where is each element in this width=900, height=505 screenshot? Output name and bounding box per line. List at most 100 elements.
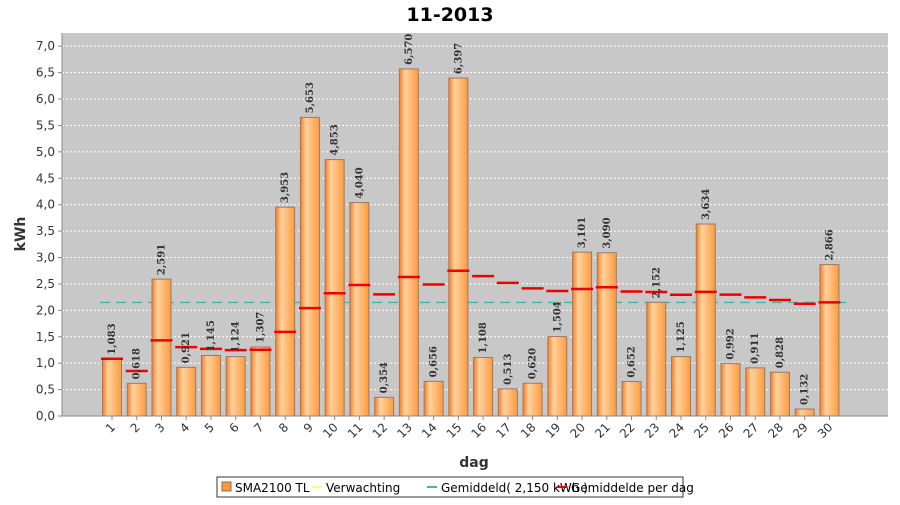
bar-label: 1,504 [552, 301, 563, 332]
bar-label: 0,992 [726, 328, 737, 359]
legend-box [216, 476, 684, 498]
y-axis-label: kWh [13, 217, 29, 252]
x-tick-label: 3 [152, 420, 167, 435]
bar-label: 1,145 [206, 320, 217, 351]
y-tick-label: 3,0 [36, 251, 55, 265]
x-tick-label: 8 [276, 420, 291, 435]
x-tick-label: 25 [691, 420, 712, 441]
x-tick-label: 1 [103, 420, 118, 435]
bar-day-30 [819, 264, 840, 417]
grid [62, 45, 888, 391]
legend: SMA2100 TL Verwachting Gemiddeld( 2,150 … [216, 476, 694, 498]
y-tick-label: 2,0 [36, 303, 55, 317]
bar-day-20 [572, 251, 593, 417]
x-tick-label: 30 [815, 420, 836, 441]
bar-day-14 [423, 380, 444, 417]
bar-day-23 [646, 301, 667, 417]
y-tick-label: 7,0 [36, 39, 55, 53]
x-tick-label: 2 [128, 420, 143, 435]
x-tick-label: 13 [394, 420, 415, 441]
x-tick-label: 18 [518, 420, 539, 441]
bar-day-15 [448, 77, 469, 417]
bar-label: 0,620 [528, 348, 539, 379]
legend-item-verwachting: Verwachting [326, 481, 400, 495]
bar-label: 1,124 [231, 321, 242, 352]
y-tick-label: 6,5 [36, 66, 55, 80]
bar-day-19 [547, 336, 568, 417]
bar-label: 3,090 [602, 217, 613, 248]
bar-label: 0,354 [379, 362, 390, 393]
x-tick-label: 24 [666, 420, 687, 441]
x-tick-label: 4 [177, 420, 192, 435]
chart-title: 11-2013 [406, 4, 493, 26]
bar-label: 1,108 [478, 322, 489, 353]
bars [102, 68, 840, 417]
x-tick-label: 28 [765, 420, 786, 441]
bar-label: 0,652 [627, 346, 638, 377]
x-tick-label: 5 [202, 420, 217, 435]
bar-label: 6,570 [404, 34, 415, 65]
y-tick-label: 4,5 [36, 171, 55, 185]
y-tick-label: 0,5 [36, 383, 55, 397]
bar-label: 1,307 [255, 312, 266, 343]
bar-label: 0,911 [750, 333, 761, 364]
bar-label: 1,125 [676, 321, 687, 352]
bar-label: 2,866 [824, 229, 835, 260]
plot-area [62, 33, 888, 416]
bar-day-4 [176, 366, 197, 417]
y-tick-label: 5,5 [36, 118, 55, 132]
bar-day-7 [250, 346, 271, 417]
x-tick-label: 12 [370, 420, 391, 441]
bar-label: 0,656 [429, 346, 440, 377]
bar-day-3 [151, 278, 172, 417]
x-tick-label: 9 [301, 420, 316, 435]
bar-day-13 [398, 68, 419, 417]
bar-label: 2,591 [156, 244, 167, 275]
bar-label: 6,397 [453, 43, 464, 74]
bar-day-8 [275, 206, 296, 417]
x-tick-label: 21 [592, 420, 613, 441]
bar-label: 3,101 [577, 217, 588, 248]
bar-label: 4,040 [354, 167, 365, 198]
bar-day-6 [225, 356, 246, 417]
bar-day-17 [497, 388, 518, 417]
y-tick-label: 5,0 [36, 145, 55, 159]
bar-day-21 [596, 252, 617, 417]
x-tick-label: 6 [227, 420, 242, 435]
y-tick-label: 1,0 [36, 356, 55, 370]
legend-item-bars: SMA2100 TL [235, 481, 310, 495]
x-tick-label: 22 [617, 420, 638, 441]
legend-swatch-bars [221, 481, 232, 492]
x-tick-label: 14 [419, 420, 440, 441]
bar-label: 0,132 [800, 374, 811, 405]
y-axis: 0,0 0,5 1,0 1,5 2,0 2,5 3,0 3,5 4,0 4,5 5,0 5,5 6,0 6… [36, 33, 63, 423]
bar-labels: 1,083 0,618 2,591 0,921 1,145 1,124 1,307 3,953… [107, 34, 835, 405]
bar-label: 1,083 [107, 323, 118, 354]
x-tick-label: 20 [567, 420, 588, 441]
bar-label: 4,853 [330, 124, 341, 155]
x-tick-label: 27 [741, 420, 762, 441]
bar-day-28 [769, 371, 790, 417]
bar-day-26 [720, 363, 741, 417]
bar-label: 0,921 [181, 332, 192, 363]
bar-day-12 [374, 396, 395, 417]
y-tick-label: 3,5 [36, 224, 55, 238]
x-axis: 1 2 3 4 5 6 7 8 9 10 11 12 13 14 15 16 17 18 19 20 21 22 23 24 2… [62, 415, 888, 441]
bar-day-5 [200, 355, 221, 417]
legend-item-daily-average: Gemiddelde per dag [571, 481, 694, 495]
y-tick-label: 1,5 [36, 330, 55, 344]
x-tick-label: 19 [543, 420, 564, 441]
x-tick-label: 26 [716, 420, 737, 441]
bar-label: 3,634 [701, 189, 712, 220]
bar-day-29 [794, 408, 815, 417]
x-tick-label: 11 [345, 420, 366, 441]
bar-day-9 [299, 116, 320, 417]
x-tick-label: 7 [251, 420, 266, 435]
x-axis-label: dag [459, 455, 489, 471]
bar-label: 0,513 [503, 354, 514, 385]
daily-average-marks [101, 269, 841, 373]
bar-day-25 [695, 223, 716, 417]
bar-day-27 [745, 367, 766, 417]
bar-label: 3,953 [280, 172, 291, 203]
